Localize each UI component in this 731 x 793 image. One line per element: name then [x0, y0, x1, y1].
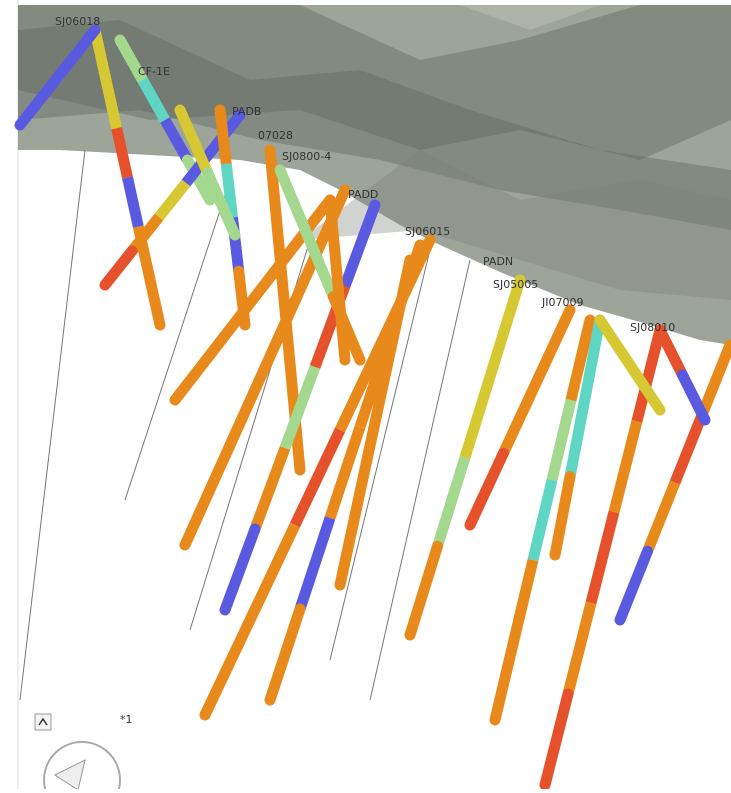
drillhole-segment [89, 24, 112, 85]
drillhole-segment [99, 245, 138, 291]
hole-label: SJ05005 [493, 278, 538, 291]
drillhole-segment [122, 176, 144, 228]
drillhole-segment [334, 254, 416, 591]
drillhole-segment [219, 523, 261, 616]
drillhole-segment [279, 365, 321, 450]
drillhole-segment [127, 213, 164, 255]
drillhole-segment [565, 314, 596, 406]
compass-arrow [53, 759, 86, 791]
drillhole-segment [202, 167, 241, 241]
drillhole-segment [432, 455, 471, 548]
drillhole-segment [459, 367, 498, 460]
drillhole-segment [608, 419, 643, 514]
drillhole-segment [546, 398, 577, 482]
drillhole-segment [214, 104, 232, 170]
drillhole-segment [249, 446, 291, 531]
drillhole-segment [199, 614, 256, 721]
drillhole-segment [220, 163, 238, 219]
drillhole-segment [114, 34, 148, 86]
drillholes [14, 24, 731, 791]
drillhole-segment [487, 274, 526, 375]
drillhole-segment [631, 324, 666, 427]
hole-label: PADD [348, 188, 378, 201]
drillhole-segment [339, 199, 381, 292]
drillhole-segment [335, 332, 390, 433]
hole-label: PADB [232, 105, 261, 118]
hole-label: SJ06015 [405, 225, 450, 238]
drillhole-segment [301, 231, 339, 299]
view-controls: *1 [34, 713, 133, 793]
hole-label: PADN [483, 255, 513, 268]
view-marker: *1 [120, 713, 133, 726]
drillhole-segment [527, 478, 558, 562]
drillhole-segment [324, 425, 366, 520]
drillhole-segment [154, 179, 191, 221]
compass[interactable] [43, 741, 121, 793]
drillhole-segment [539, 688, 574, 791]
hole-label: SJ0800-4 [282, 150, 331, 163]
drillhole-segment [489, 634, 520, 726]
collapse-button[interactable] [34, 713, 52, 731]
hole-labels: SJ06018 CF-1E PADB 07028 SJ0800-4 PADD S… [55, 15, 675, 334]
drillhole-segment [669, 411, 708, 485]
drillhole-segment [464, 447, 509, 531]
drillhole-segment [143, 270, 166, 331]
drillhole-segment [160, 117, 193, 163]
hole-label: SJ06018 [55, 15, 100, 28]
drillhole-segment [100, 77, 123, 130]
drillhole-segment [642, 480, 681, 554]
drillhole-segment [654, 324, 688, 381]
drillhole-segment [182, 154, 216, 206]
drillhole-segment [562, 601, 597, 696]
drillhole-segment [585, 510, 620, 605]
collapse-icon [38, 717, 48, 726]
hole-label: CF-1E [138, 65, 170, 78]
drillhole-segment [14, 24, 101, 131]
drillhole-segment [579, 314, 606, 404]
drillhole-segment [245, 522, 300, 623]
drillhole-segment [614, 545, 653, 626]
drillhole-segment [677, 369, 711, 426]
drillhole-segment [404, 540, 443, 641]
hole-label: JI07009 [541, 296, 583, 309]
terrain [18, 5, 731, 345]
trace-lines [19, 149, 471, 701]
drillhole-segment [549, 471, 576, 561]
drillhole-segment [137, 77, 170, 123]
drillhole-segment [594, 314, 666, 416]
drillhole-segment [498, 379, 542, 456]
hole-label: 07028 [258, 129, 293, 142]
drillhole-segment [264, 603, 306, 706]
drillhole-segment [508, 558, 539, 642]
drillhole-segment [294, 516, 336, 611]
hole-label: SJ08010 [630, 321, 675, 334]
drillhole-segment [324, 194, 351, 366]
drillhole-segment [564, 397, 591, 478]
drillhole-segment [111, 127, 133, 179]
drillhole-segment [290, 427, 345, 528]
drillhole-segment [274, 164, 313, 239]
drillhole-segment [697, 339, 731, 420]
drillhole-segment [531, 304, 576, 388]
drillhole-segment [174, 104, 213, 178]
